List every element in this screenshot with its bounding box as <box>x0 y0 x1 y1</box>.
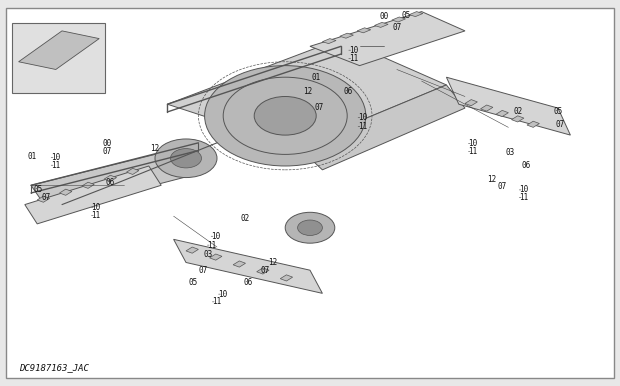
Polygon shape <box>298 85 465 170</box>
Text: 11: 11 <box>469 147 477 156</box>
Text: 01: 01 <box>28 152 37 161</box>
Text: 11: 11 <box>213 297 221 306</box>
Polygon shape <box>167 39 446 147</box>
Text: 05: 05 <box>34 185 43 194</box>
Text: 07: 07 <box>315 103 324 112</box>
Text: 10: 10 <box>358 113 367 122</box>
Text: 06: 06 <box>521 161 530 171</box>
Text: 11: 11 <box>358 122 367 131</box>
Circle shape <box>205 66 366 166</box>
Polygon shape <box>82 182 94 188</box>
Text: 07: 07 <box>498 182 507 191</box>
Text: 10: 10 <box>51 153 60 162</box>
Polygon shape <box>210 254 222 260</box>
Polygon shape <box>527 121 539 127</box>
Text: 02: 02 <box>241 213 249 223</box>
Text: 07: 07 <box>392 23 401 32</box>
Polygon shape <box>465 100 477 106</box>
Text: 07: 07 <box>261 266 270 275</box>
Polygon shape <box>496 110 508 117</box>
Text: 07: 07 <box>102 147 111 156</box>
Circle shape <box>285 212 335 243</box>
Text: 10: 10 <box>211 232 220 241</box>
Text: 03: 03 <box>203 250 212 259</box>
Circle shape <box>254 96 316 135</box>
Text: 10: 10 <box>520 185 528 195</box>
Polygon shape <box>340 33 353 38</box>
Text: 07: 07 <box>42 193 51 202</box>
Text: 12: 12 <box>304 87 312 96</box>
Text: 05: 05 <box>189 278 198 287</box>
Polygon shape <box>233 261 246 267</box>
Text: 11: 11 <box>92 211 100 220</box>
Polygon shape <box>25 166 161 224</box>
Polygon shape <box>19 31 99 69</box>
Text: 06: 06 <box>244 278 252 287</box>
Text: 02: 02 <box>513 107 522 117</box>
Polygon shape <box>512 116 524 122</box>
Polygon shape <box>257 268 269 274</box>
Polygon shape <box>310 12 465 66</box>
Polygon shape <box>446 77 570 135</box>
Text: 05: 05 <box>554 107 562 117</box>
Polygon shape <box>409 12 423 17</box>
Text: 07: 07 <box>198 266 207 276</box>
Polygon shape <box>374 22 388 27</box>
Text: DC9187163_JAC: DC9187163_JAC <box>19 364 89 372</box>
Text: 00: 00 <box>102 139 111 148</box>
Polygon shape <box>60 189 72 195</box>
Polygon shape <box>31 147 198 212</box>
Polygon shape <box>357 28 371 33</box>
Polygon shape <box>104 175 117 181</box>
Polygon shape <box>322 39 336 44</box>
Text: 05: 05 <box>402 11 410 20</box>
Text: 11: 11 <box>349 54 358 63</box>
Text: 10: 10 <box>469 139 477 148</box>
Text: 11: 11 <box>520 193 528 202</box>
Text: 07: 07 <box>556 120 564 129</box>
FancyBboxPatch shape <box>12 23 105 93</box>
Polygon shape <box>37 196 50 202</box>
Polygon shape <box>186 247 198 253</box>
Text: 01: 01 <box>312 73 321 82</box>
Text: 10: 10 <box>219 290 228 299</box>
Polygon shape <box>174 239 322 293</box>
Text: 00: 00 <box>380 12 389 22</box>
Polygon shape <box>126 168 139 174</box>
Circle shape <box>170 149 202 168</box>
Text: 11: 11 <box>51 161 60 170</box>
Text: 06: 06 <box>344 87 353 96</box>
Circle shape <box>298 220 322 235</box>
Text: 12: 12 <box>268 258 277 267</box>
Circle shape <box>155 139 217 178</box>
Polygon shape <box>280 275 293 281</box>
Text: 03: 03 <box>505 147 514 157</box>
Text: 10: 10 <box>92 203 100 212</box>
Text: 06: 06 <box>106 178 115 187</box>
FancyBboxPatch shape <box>6 8 614 378</box>
Text: 12: 12 <box>151 144 159 153</box>
Polygon shape <box>392 17 405 22</box>
Text: 10: 10 <box>349 46 358 55</box>
Text: 12: 12 <box>487 174 496 184</box>
Polygon shape <box>480 105 493 111</box>
Text: 11: 11 <box>208 240 216 250</box>
